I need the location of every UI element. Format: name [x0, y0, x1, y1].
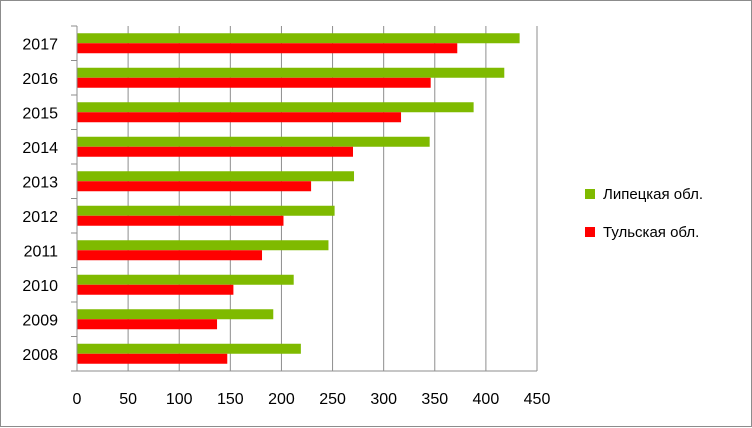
- legend-label: Тульская обл.: [603, 224, 699, 241]
- bar-series-1: [77, 240, 329, 251]
- y-tick-label: 2017: [22, 36, 58, 53]
- bar-series-2: [77, 250, 263, 261]
- y-tick-label: 2008: [22, 347, 58, 364]
- bar-series-1: [77, 343, 301, 354]
- bar-series-2: [77, 146, 353, 157]
- bar-series-2: [77, 284, 234, 295]
- bar-series-1: [77, 205, 335, 216]
- x-tick-label: 100: [166, 391, 193, 408]
- x-tick-label: 450: [524, 391, 551, 408]
- bar-series-1: [77, 33, 520, 44]
- bar-series-1: [77, 309, 274, 320]
- legend-label: Липецкая обл.: [603, 186, 703, 203]
- x-tick-label: 200: [268, 391, 295, 408]
- bar-series-1: [77, 171, 355, 182]
- x-tick-label: 50: [119, 391, 137, 408]
- y-tick-labels: 2008 2009 2010 2011 2012 2013 2014 2015 2016 2017: [22, 36, 58, 364]
- x-tick-labels: 0 50 100 150 200 250 300 350 400 450: [73, 391, 551, 408]
- x-tick-label: 250: [319, 391, 346, 408]
- bar-series-2: [77, 353, 228, 364]
- x-tick-label: 400: [473, 391, 500, 408]
- y-tick-label: 2014: [22, 140, 58, 157]
- bar-series-2: [77, 43, 458, 54]
- legend-swatch: [585, 227, 595, 237]
- x-tick-label: 350: [421, 391, 448, 408]
- bar-series-2: [77, 112, 402, 123]
- bar-series-1: [77, 274, 294, 285]
- bar-series-1: [77, 136, 430, 147]
- y-tick-label: 2016: [22, 71, 58, 88]
- y-tick-label: 2010: [22, 278, 58, 295]
- bar-series-2: [77, 77, 431, 88]
- bars: [77, 33, 520, 364]
- y-tick-label: 2012: [22, 209, 58, 226]
- bar-series-1: [77, 102, 474, 113]
- x-tick-label: 0: [73, 391, 82, 408]
- x-tick-label: 300: [370, 391, 397, 408]
- y-tick-label: 2015: [22, 105, 58, 122]
- bar-series-2: [77, 215, 284, 226]
- bar-series-1: [77, 67, 505, 78]
- y-tick-label: 2009: [22, 312, 58, 329]
- y-tick-label: 2011: [24, 243, 59, 260]
- bar-series-2: [77, 319, 218, 330]
- legend: Липецкая обл. Тульская обл.: [585, 186, 703, 241]
- x-tick-label: 150: [217, 391, 244, 408]
- y-tick-label: 2013: [22, 174, 58, 191]
- legend-swatch: [585, 189, 595, 199]
- axes: [71, 25, 537, 372]
- bar-series-2: [77, 181, 312, 192]
